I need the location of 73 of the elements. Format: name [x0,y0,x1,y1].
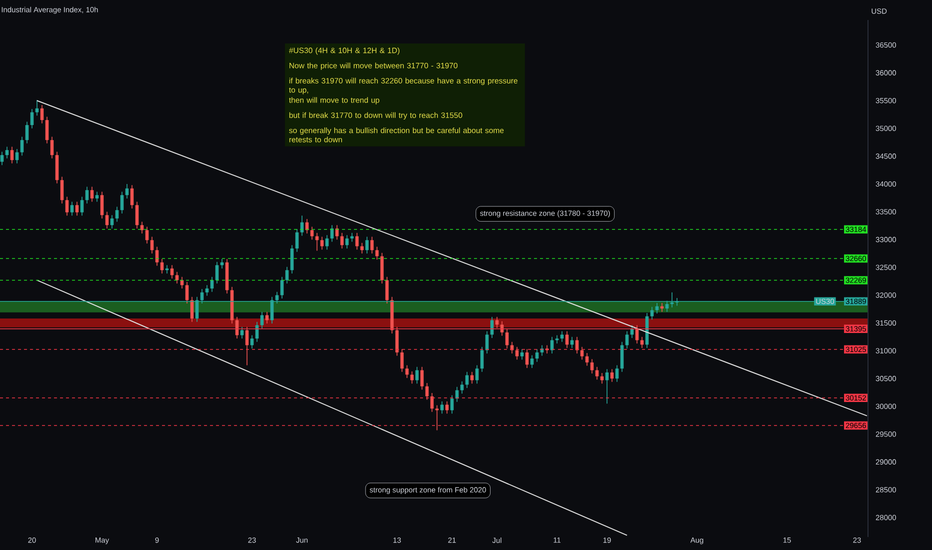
candlestick [385,276,389,304]
candlestick [20,136,24,156]
candlestick [365,236,369,254]
candlestick [440,400,444,414]
candlestick [515,346,519,360]
candlestick [620,341,624,372]
candlestick [425,382,429,400]
candlestick [465,371,469,388]
candlestick [105,211,109,229]
candlestick [65,196,69,216]
candlestick [460,380,464,394]
candlestick [285,266,289,284]
candlestick [60,176,64,204]
candlestick [410,370,414,384]
candlestick [640,336,644,348]
candlestick [5,146,9,159]
candlestick [560,330,564,342]
candlestick [25,121,29,144]
candlestick [580,346,584,360]
candlestick [70,201,74,216]
candlestick [85,186,89,204]
candlestick [145,226,149,244]
candlestick [350,232,354,242]
candlestick [495,316,499,328]
candlestick [415,366,419,384]
candlestick [0,151,4,166]
candlestick [45,116,49,144]
candlestick [130,184,134,209]
candlestick [325,234,329,250]
candlestick [95,191,99,202]
candlestick [475,364,479,384]
candlestick [435,404,439,431]
candlestick [315,232,319,252]
candlestick [185,281,189,304]
candlestick [90,186,94,202]
candlestick [565,330,569,348]
candlestick [35,100,39,116]
candlestick [120,191,124,214]
candlestick [40,104,44,124]
candlestick [150,236,154,254]
candlestick [570,336,574,348]
candlestick [470,371,474,384]
candlestick [175,271,179,284]
candlestick [100,191,104,219]
candlestick [650,306,654,320]
candlestick [375,246,379,260]
candlestick [295,228,299,252]
candlestick [135,201,139,229]
candlestick [290,244,294,274]
candlestick [115,206,119,222]
candlestick [50,136,54,159]
candlestick [240,326,244,339]
candlestick [205,284,209,296]
candlestick [265,311,269,324]
candlestick [400,348,404,372]
candlestick [10,146,14,164]
candlestick [370,236,374,254]
candlestick [450,394,454,414]
candlestick [245,326,249,366]
candlestick [340,232,344,249]
candlestick [80,196,84,216]
candlestick [260,311,264,329]
candlestick [595,366,599,380]
candlestick [215,261,219,284]
candlestick [615,364,619,382]
candlestick [320,236,324,250]
candlestick [445,400,449,414]
candlestick [75,201,79,216]
candlestick [520,348,524,360]
candlestick [420,366,424,390]
candlestick [355,232,359,250]
candlestick [625,330,629,349]
candlestick [480,346,484,372]
